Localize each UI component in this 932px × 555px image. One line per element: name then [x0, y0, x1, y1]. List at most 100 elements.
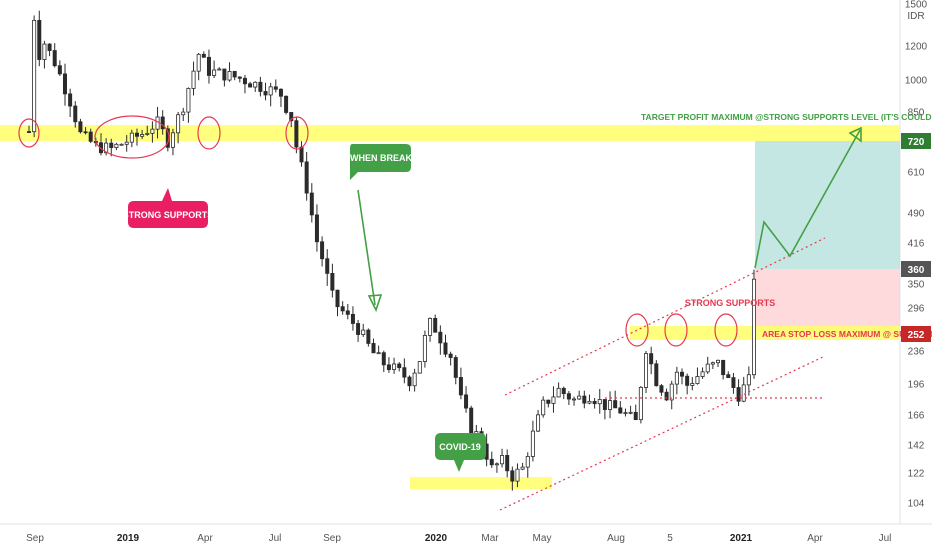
candle — [402, 358, 407, 384]
candle-body — [623, 412, 628, 415]
candle-body — [47, 43, 52, 51]
candle-body — [695, 376, 700, 384]
candle-body — [386, 364, 391, 370]
candle — [577, 390, 582, 401]
candle-body — [500, 455, 505, 465]
candle — [134, 128, 139, 146]
candle-body — [731, 377, 736, 388]
stop-loss-label: AREA STOP LOSS MAXIMUM @ SUPPORTS L — [762, 329, 932, 339]
candle — [592, 397, 597, 409]
covid-label: COVID-19 — [439, 442, 481, 452]
x-tick-label: 2020 — [425, 533, 448, 544]
candle-body — [52, 50, 57, 67]
candle-body — [741, 384, 746, 402]
candle — [690, 377, 695, 391]
y-tick-label: 850 — [908, 108, 925, 119]
covid-callout: COVID-19 — [435, 433, 486, 472]
candle-body — [145, 132, 150, 135]
candle — [572, 396, 577, 406]
candle — [212, 60, 217, 79]
candle — [618, 401, 623, 414]
candle — [263, 82, 268, 101]
candle-body — [62, 73, 67, 95]
candle-body — [32, 19, 37, 133]
candle — [752, 269, 757, 379]
candle-body — [561, 387, 566, 395]
candle — [42, 40, 47, 69]
candle — [73, 101, 78, 128]
y-tick-label: 166 — [908, 411, 925, 422]
candle-body — [659, 385, 664, 393]
candle-body — [268, 86, 273, 96]
candle — [140, 129, 145, 140]
candle — [551, 386, 556, 413]
y-tick-label: 236 — [908, 347, 925, 358]
candle — [541, 396, 546, 418]
x-tick-label: Mar — [481, 533, 499, 544]
candle — [253, 81, 258, 92]
candle-body — [674, 371, 679, 385]
candle — [587, 394, 592, 405]
candle-body — [505, 455, 510, 472]
candle-body — [232, 71, 237, 78]
candle-body — [381, 352, 386, 366]
candle-body — [417, 361, 422, 374]
candle — [345, 303, 350, 320]
candle — [448, 351, 453, 366]
candle-body — [253, 81, 258, 88]
candle-body — [628, 411, 633, 414]
candle — [217, 67, 222, 71]
candle-body — [325, 258, 330, 274]
candle-body — [191, 70, 196, 89]
candle-body — [309, 192, 314, 216]
candle — [181, 107, 186, 122]
candle — [376, 345, 381, 355]
candle-body — [448, 353, 453, 358]
x-tick-label: May — [533, 533, 552, 544]
candle — [705, 356, 710, 374]
support-circle-2 — [94, 115, 170, 159]
candle — [746, 366, 751, 396]
candle-body — [402, 367, 407, 378]
candle — [700, 367, 705, 379]
candle-body — [397, 363, 402, 369]
candle-body — [556, 387, 561, 398]
candle-body — [263, 91, 268, 96]
x-tick-label: Sep — [26, 533, 44, 544]
candle-body — [68, 93, 73, 107]
candle-body — [83, 131, 88, 134]
support-band-top — [0, 125, 900, 141]
candle — [566, 390, 571, 405]
candle — [464, 386, 469, 413]
currency-label: IDR — [907, 11, 924, 22]
candle-body — [242, 77, 247, 85]
candle-body — [376, 352, 381, 355]
candle-body — [26, 131, 31, 133]
candle-body — [222, 68, 227, 81]
candle-body — [73, 105, 78, 123]
price-badge-label: 360 — [908, 265, 925, 276]
support-circle-5 — [625, 313, 649, 347]
target-arrow-head — [848, 126, 862, 143]
support-circle-4 — [285, 116, 309, 150]
candle — [515, 463, 520, 488]
candle — [659, 384, 664, 396]
candle-body — [37, 19, 42, 60]
candle-body — [566, 393, 571, 400]
candle — [371, 338, 376, 354]
candle-body — [705, 363, 710, 373]
candle-body — [587, 400, 592, 404]
candle-body — [443, 342, 448, 355]
candle — [443, 334, 448, 358]
candle — [510, 466, 515, 491]
candle — [356, 319, 361, 342]
candle-body — [510, 470, 515, 482]
candle-body — [752, 278, 757, 376]
candle-body — [284, 95, 289, 113]
candle — [469, 405, 474, 436]
support-circle-3 — [197, 116, 221, 150]
candle-body — [644, 353, 649, 388]
candle-body — [525, 455, 530, 468]
candle — [536, 409, 541, 433]
candle-body — [407, 376, 412, 387]
